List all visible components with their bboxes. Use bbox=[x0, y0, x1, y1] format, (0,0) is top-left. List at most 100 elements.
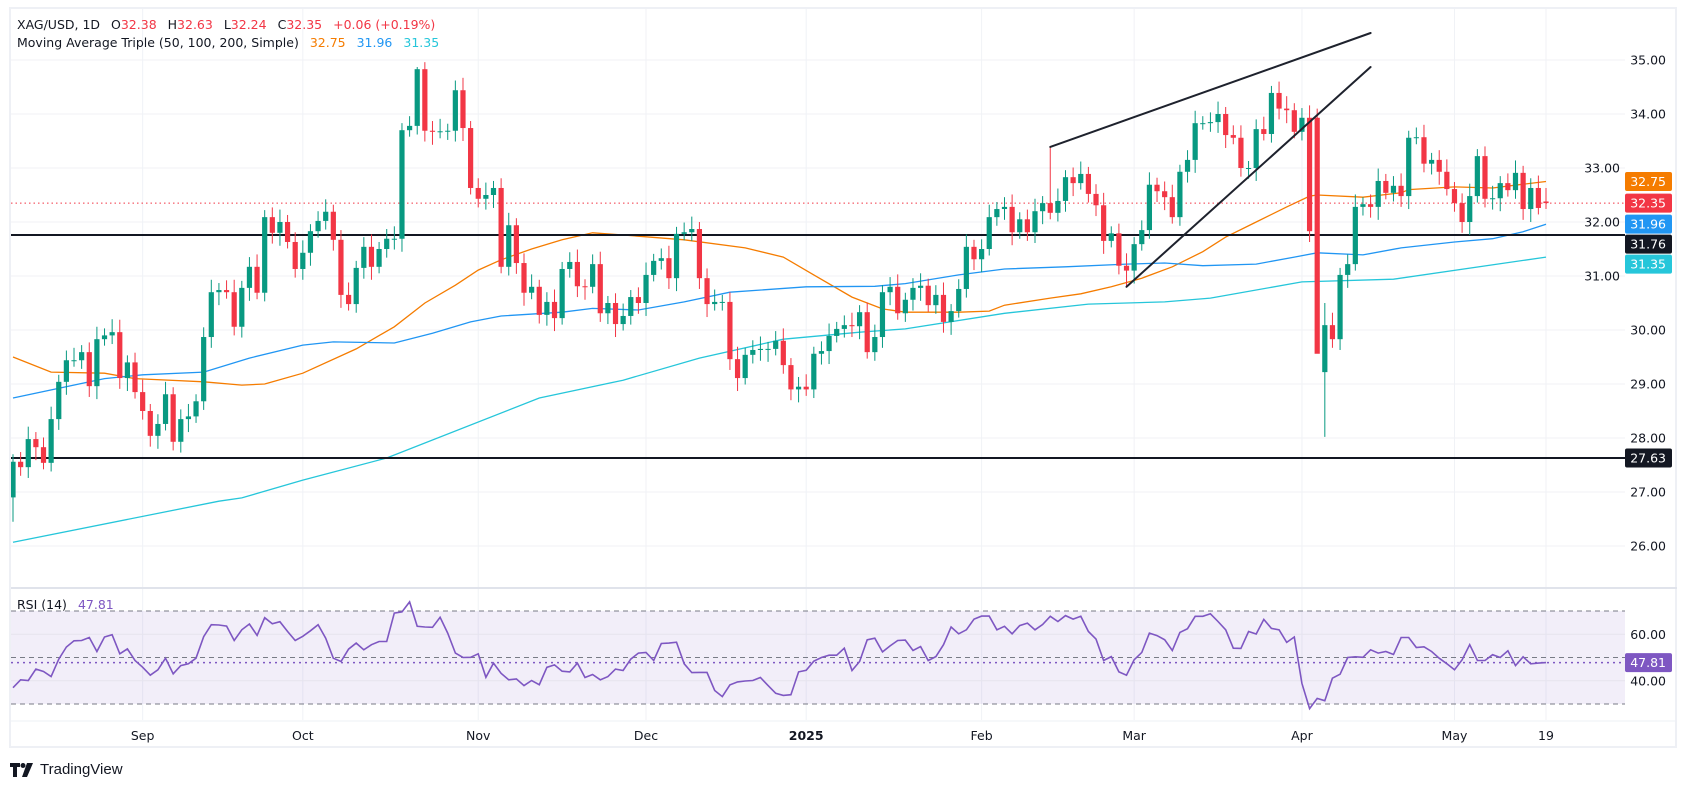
candle-body[interactable] bbox=[1482, 156, 1488, 199]
candle-body[interactable] bbox=[1543, 201, 1549, 204]
candle-body[interactable] bbox=[323, 211, 329, 221]
candle-body[interactable] bbox=[162, 394, 169, 424]
candle-body[interactable] bbox=[1108, 233, 1114, 241]
candle-body[interactable] bbox=[208, 292, 214, 338]
candle-body[interactable] bbox=[1398, 185, 1404, 197]
candle-body[interactable] bbox=[246, 266, 253, 288]
candle-body[interactable] bbox=[666, 258, 672, 279]
candle-body[interactable] bbox=[269, 217, 275, 233]
candle-body[interactable] bbox=[1284, 108, 1290, 111]
candle-body[interactable] bbox=[773, 340, 779, 349]
candle-body[interactable] bbox=[437, 131, 443, 133]
candle-body[interactable] bbox=[1474, 156, 1480, 197]
candle-body[interactable] bbox=[345, 294, 352, 305]
candle-body[interactable] bbox=[864, 312, 870, 353]
candle-body[interactable] bbox=[1535, 187, 1541, 208]
candle-body[interactable] bbox=[1177, 171, 1183, 218]
rsi-title[interactable]: RSI (14) bbox=[17, 597, 67, 612]
candle-body[interactable] bbox=[750, 349, 756, 355]
candle-body[interactable] bbox=[826, 335, 832, 352]
candle-body[interactable] bbox=[368, 246, 375, 267]
candle-body[interactable] bbox=[536, 286, 542, 315]
candle-body[interactable] bbox=[994, 209, 1000, 218]
candle-body[interactable] bbox=[1192, 123, 1198, 160]
candle-body[interactable] bbox=[1146, 184, 1153, 231]
candle-body[interactable] bbox=[300, 252, 306, 269]
candle-body[interactable] bbox=[307, 231, 314, 253]
candle-body[interactable] bbox=[384, 238, 390, 249]
candle-body[interactable] bbox=[597, 264, 603, 314]
candle-body[interactable] bbox=[1123, 265, 1130, 271]
candle-body[interactable] bbox=[1200, 123, 1206, 125]
candle-body[interactable] bbox=[178, 419, 184, 442]
candle-body[interactable] bbox=[1337, 274, 1343, 340]
candle-body[interactable] bbox=[1215, 114, 1221, 123]
candle-body[interactable] bbox=[727, 301, 733, 360]
candle-body[interactable] bbox=[10, 461, 16, 498]
candle-body[interactable] bbox=[277, 222, 283, 233]
candle-body[interactable] bbox=[841, 325, 847, 329]
candle-body[interactable] bbox=[620, 315, 626, 325]
candle-body[interactable] bbox=[1055, 200, 1061, 213]
candle-body[interactable] bbox=[86, 352, 92, 387]
candle-body[interactable] bbox=[1406, 137, 1412, 197]
candle-body[interactable] bbox=[1314, 117, 1320, 354]
candle-body[interactable] bbox=[452, 90, 458, 131]
candle-body[interactable] bbox=[1436, 159, 1442, 172]
tradingview-logo[interactable]: TradingView bbox=[10, 761, 123, 778]
candle-body[interactable] bbox=[1116, 233, 1122, 266]
candle-body[interactable] bbox=[1329, 325, 1336, 340]
candle-body[interactable] bbox=[734, 359, 741, 379]
candle-body[interactable] bbox=[834, 328, 840, 336]
candle-body[interactable] bbox=[353, 267, 359, 305]
candle-body[interactable] bbox=[1428, 159, 1435, 164]
candle-body[interactable] bbox=[63, 360, 69, 382]
candle-body[interactable] bbox=[1223, 114, 1229, 136]
candle-body[interactable] bbox=[223, 290, 230, 293]
candle-body[interactable] bbox=[399, 130, 405, 239]
candle-body[interactable] bbox=[506, 225, 512, 267]
candle-body[interactable] bbox=[170, 394, 176, 442]
candle-body[interactable] bbox=[765, 348, 771, 350]
candle-body[interactable] bbox=[879, 292, 886, 338]
candle-body[interactable] bbox=[1245, 168, 1252, 169]
candle-body[interactable] bbox=[1520, 172, 1526, 210]
candle-body[interactable] bbox=[1230, 135, 1236, 138]
candle-body[interactable] bbox=[795, 386, 802, 390]
candle-body[interactable] bbox=[1421, 137, 1427, 164]
candle-body[interactable] bbox=[635, 297, 642, 303]
candle-body[interactable] bbox=[559, 268, 565, 319]
candle-body[interactable] bbox=[262, 217, 268, 293]
candle-body[interactable] bbox=[1345, 264, 1351, 275]
candle-body[interactable] bbox=[590, 264, 596, 287]
candle-body[interactable] bbox=[483, 195, 489, 199]
candle-body[interactable] bbox=[391, 238, 397, 240]
candle-body[interactable] bbox=[979, 249, 985, 260]
candle-body[interactable] bbox=[803, 386, 809, 390]
candle-body[interactable] bbox=[788, 365, 794, 390]
candle-body[interactable] bbox=[1467, 196, 1473, 222]
candle-body[interactable] bbox=[338, 239, 344, 295]
candle-body[interactable] bbox=[429, 130, 436, 132]
candle-body[interactable] bbox=[872, 337, 878, 353]
candle-body[interactable] bbox=[193, 401, 199, 417]
candle-body[interactable] bbox=[414, 69, 420, 126]
candle-body[interactable] bbox=[605, 303, 611, 314]
candle-body[interactable] bbox=[1169, 197, 1175, 218]
candle-body[interactable] bbox=[696, 229, 703, 279]
candle-body[interactable] bbox=[895, 286, 901, 314]
candle-body[interactable] bbox=[56, 381, 62, 420]
ma-title[interactable]: Moving Average Triple (50, 100, 200, Sim… bbox=[17, 35, 299, 50]
candle-body[interactable] bbox=[612, 303, 619, 325]
candle-body[interactable] bbox=[406, 125, 413, 131]
candle-body[interactable] bbox=[40, 447, 47, 463]
candle-body[interactable] bbox=[1367, 204, 1374, 207]
candle-body[interactable] bbox=[513, 225, 519, 264]
candle-body[interactable] bbox=[681, 232, 687, 234]
candle-body[interactable] bbox=[582, 286, 588, 288]
candle-body[interactable] bbox=[124, 362, 131, 379]
candle-body[interactable] bbox=[1017, 219, 1023, 233]
candle-body[interactable] bbox=[1093, 193, 1099, 206]
candle-body[interactable] bbox=[1322, 325, 1328, 373]
candle-body[interactable] bbox=[1451, 189, 1458, 204]
